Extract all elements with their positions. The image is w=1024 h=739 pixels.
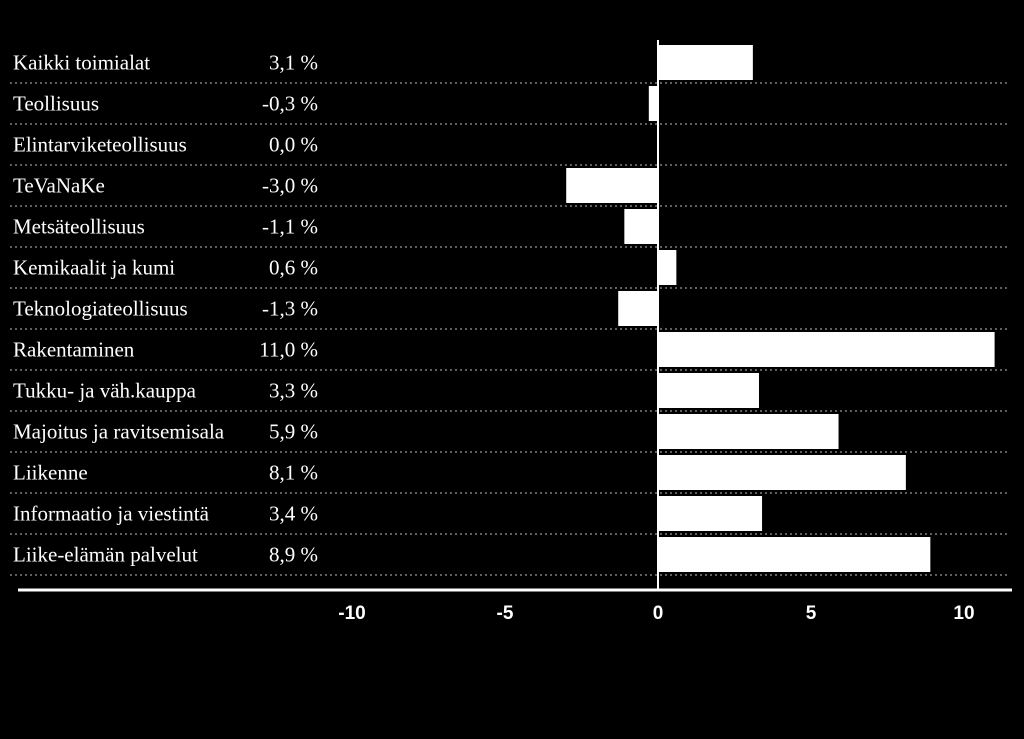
category-label: Kemikaalit ja kumi xyxy=(13,256,175,280)
value-label: 3,3 % xyxy=(269,379,318,403)
x-tick-label: 5 xyxy=(806,603,817,624)
bar-0 xyxy=(658,45,753,80)
bar-layer xyxy=(566,45,995,572)
value-label: 3,4 % xyxy=(269,502,318,526)
bar-9 xyxy=(658,414,839,449)
bar-8 xyxy=(658,373,759,408)
category-label: Teknologiateollisuus xyxy=(13,297,188,321)
label-layer: Kaikki toimialat 3,1 % Teollisuus -0,3 % Eli… xyxy=(13,51,318,567)
value-label: -0,3 % xyxy=(262,92,318,116)
value-label: 8,1 % xyxy=(269,461,318,485)
x-tick-label: -10 xyxy=(338,603,365,624)
x-tick-label: 10 xyxy=(953,603,974,624)
x-tick-label: -5 xyxy=(497,603,514,624)
bar-11 xyxy=(658,496,763,531)
bar-7 xyxy=(658,332,995,367)
value-label: -3,0 % xyxy=(262,174,318,198)
category-label: Metsäteollisuus xyxy=(13,215,145,239)
category-label: Kaikki toimialat xyxy=(13,51,150,75)
axis-layer: -10 -5 0 5 10 xyxy=(18,40,1012,624)
bar-10 xyxy=(658,455,906,490)
value-label: -1,3 % xyxy=(262,297,318,321)
x-tick-label: 0 xyxy=(653,603,664,624)
category-label: Liikenne xyxy=(13,461,88,485)
category-label: Rakentaminen xyxy=(13,338,135,362)
category-label: Liike-elämän palvelut xyxy=(13,543,198,567)
value-label: 11,0 % xyxy=(259,338,318,362)
category-label: Majoitus ja ravitsemisala xyxy=(13,420,225,444)
value-label: 0,6 % xyxy=(269,256,318,280)
bar-3 xyxy=(566,168,658,203)
value-label: 3,1 % xyxy=(269,51,318,75)
bar-4 xyxy=(624,209,658,244)
value-label: -1,1 % xyxy=(262,215,318,239)
category-label: Teollisuus xyxy=(13,92,99,116)
bar-5 xyxy=(658,250,677,285)
category-label: TeVaNaKe xyxy=(13,174,105,198)
value-label: 5,9 % xyxy=(269,420,318,444)
category-label: Tukku- ja väh.kauppa xyxy=(13,379,197,403)
category-label: Elintarviketeollisuus xyxy=(13,133,187,157)
value-label: 8,9 % xyxy=(269,543,318,567)
grid-layer xyxy=(10,82,1008,576)
bar-12 xyxy=(658,537,931,572)
bar-1 xyxy=(648,86,658,121)
value-label: 0,0 % xyxy=(269,133,318,157)
bar-6 xyxy=(618,291,658,326)
category-label: Informaatio ja viestintä xyxy=(13,502,210,526)
